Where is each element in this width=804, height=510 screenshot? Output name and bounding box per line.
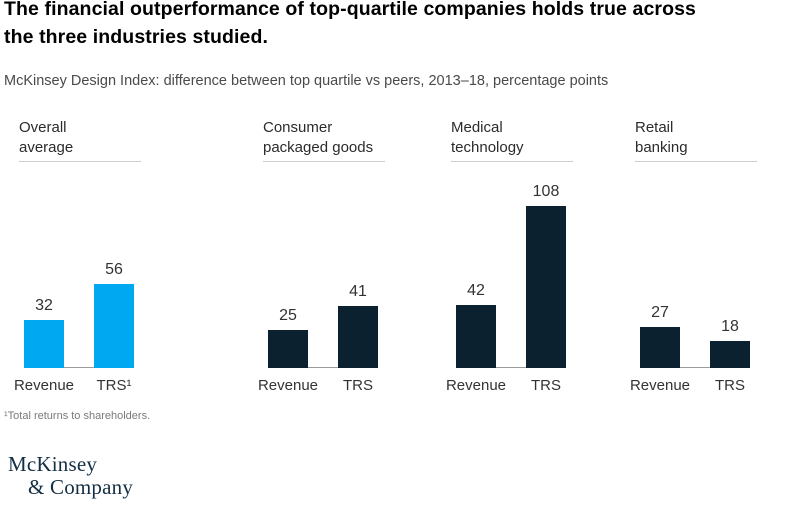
bar-revenue	[640, 327, 680, 368]
bar-value-label: 56	[105, 261, 123, 278]
header-rule	[635, 161, 757, 162]
chart-subtitle: McKinsey Design Index: difference betwee…	[4, 73, 609, 89]
group-header-line1: Consumer	[263, 119, 333, 136]
group-header-line2: packaged goods	[263, 139, 374, 156]
bar-value-label: 18	[721, 318, 739, 335]
page-title-line2: the three industries studied.	[4, 26, 269, 48]
page-title: The financial outperformance of top-quar…	[4, 0, 794, 51]
axis-baseline	[268, 367, 378, 368]
group-header-line1: Medical	[451, 119, 503, 136]
chart-group-overall-average: Overall average 32 Revenue 56 TRS¹	[14, 118, 141, 408]
bar-value-label: 27	[651, 304, 669, 321]
header-rule	[263, 161, 385, 162]
group-header-line1: Overall	[19, 119, 67, 136]
bar-plot: 25 Revenue 41 TRS	[258, 162, 385, 394]
bar-revenue	[24, 320, 64, 368]
bar-value-label: 32	[35, 297, 53, 314]
group-header-line2: technology	[451, 139, 524, 156]
group-header: Overall average	[19, 118, 141, 158]
header-rule	[19, 161, 141, 162]
bar-trs	[338, 306, 378, 368]
bar-plot: 27 Revenue 18 TRS	[630, 162, 757, 394]
group-header: Retail banking	[635, 118, 757, 158]
axis-baseline	[640, 367, 750, 368]
bar-category-label: TRS¹	[96, 377, 132, 394]
bar-trs	[526, 206, 566, 368]
bar-category-label: Revenue	[257, 377, 319, 394]
header-rule	[451, 161, 573, 162]
logo-line1: McKinsey	[8, 452, 98, 476]
bar-category-label: Revenue	[13, 377, 75, 394]
logo-line2: & Company	[28, 475, 134, 499]
group-header: Medical technology	[451, 118, 573, 158]
bar-category-label: TRS	[715, 377, 745, 394]
chart-group-retail-banking: Retail banking 27 Revenue 18 TRS	[630, 118, 757, 408]
group-header: Consumer packaged goods	[263, 118, 385, 158]
bar-category-label: Revenue	[629, 377, 691, 394]
footnote: ¹Total returns to shareholders.	[4, 410, 151, 422]
group-header-line2: banking	[635, 139, 688, 156]
bar-trs	[94, 284, 134, 368]
axis-baseline	[456, 367, 566, 368]
bar-value-label: 42	[467, 282, 485, 299]
bar-value-label: 25	[279, 307, 297, 324]
group-header-line1: Retail	[635, 119, 674, 136]
bar-trs	[710, 341, 750, 368]
mckinsey-logo: McKinsey & Company	[8, 453, 133, 499]
bar-plot: 42 Revenue 108 TRS	[446, 162, 573, 394]
bar-plot: 32 Revenue 56 TRS¹	[14, 162, 141, 394]
bar-value-label: 108	[532, 183, 560, 200]
chart-group-medical-technology: Medical technology 42 Revenue 108 TRS	[446, 118, 573, 408]
bar-revenue	[456, 305, 496, 368]
bar-category-label: Revenue	[445, 377, 507, 394]
bar-category-label: TRS	[531, 377, 561, 394]
group-header-line2: average	[19, 139, 74, 156]
bar-category-label: TRS	[343, 377, 373, 394]
bar-value-label: 41	[349, 283, 367, 300]
page-title-line1: The financial outperformance of top-quar…	[4, 0, 696, 20]
bar-revenue	[268, 330, 308, 368]
chart-group-consumer-packaged-goods: Consumer packaged goods 25 Revenue 41 TRS	[258, 118, 385, 408]
axis-baseline	[24, 367, 134, 368]
